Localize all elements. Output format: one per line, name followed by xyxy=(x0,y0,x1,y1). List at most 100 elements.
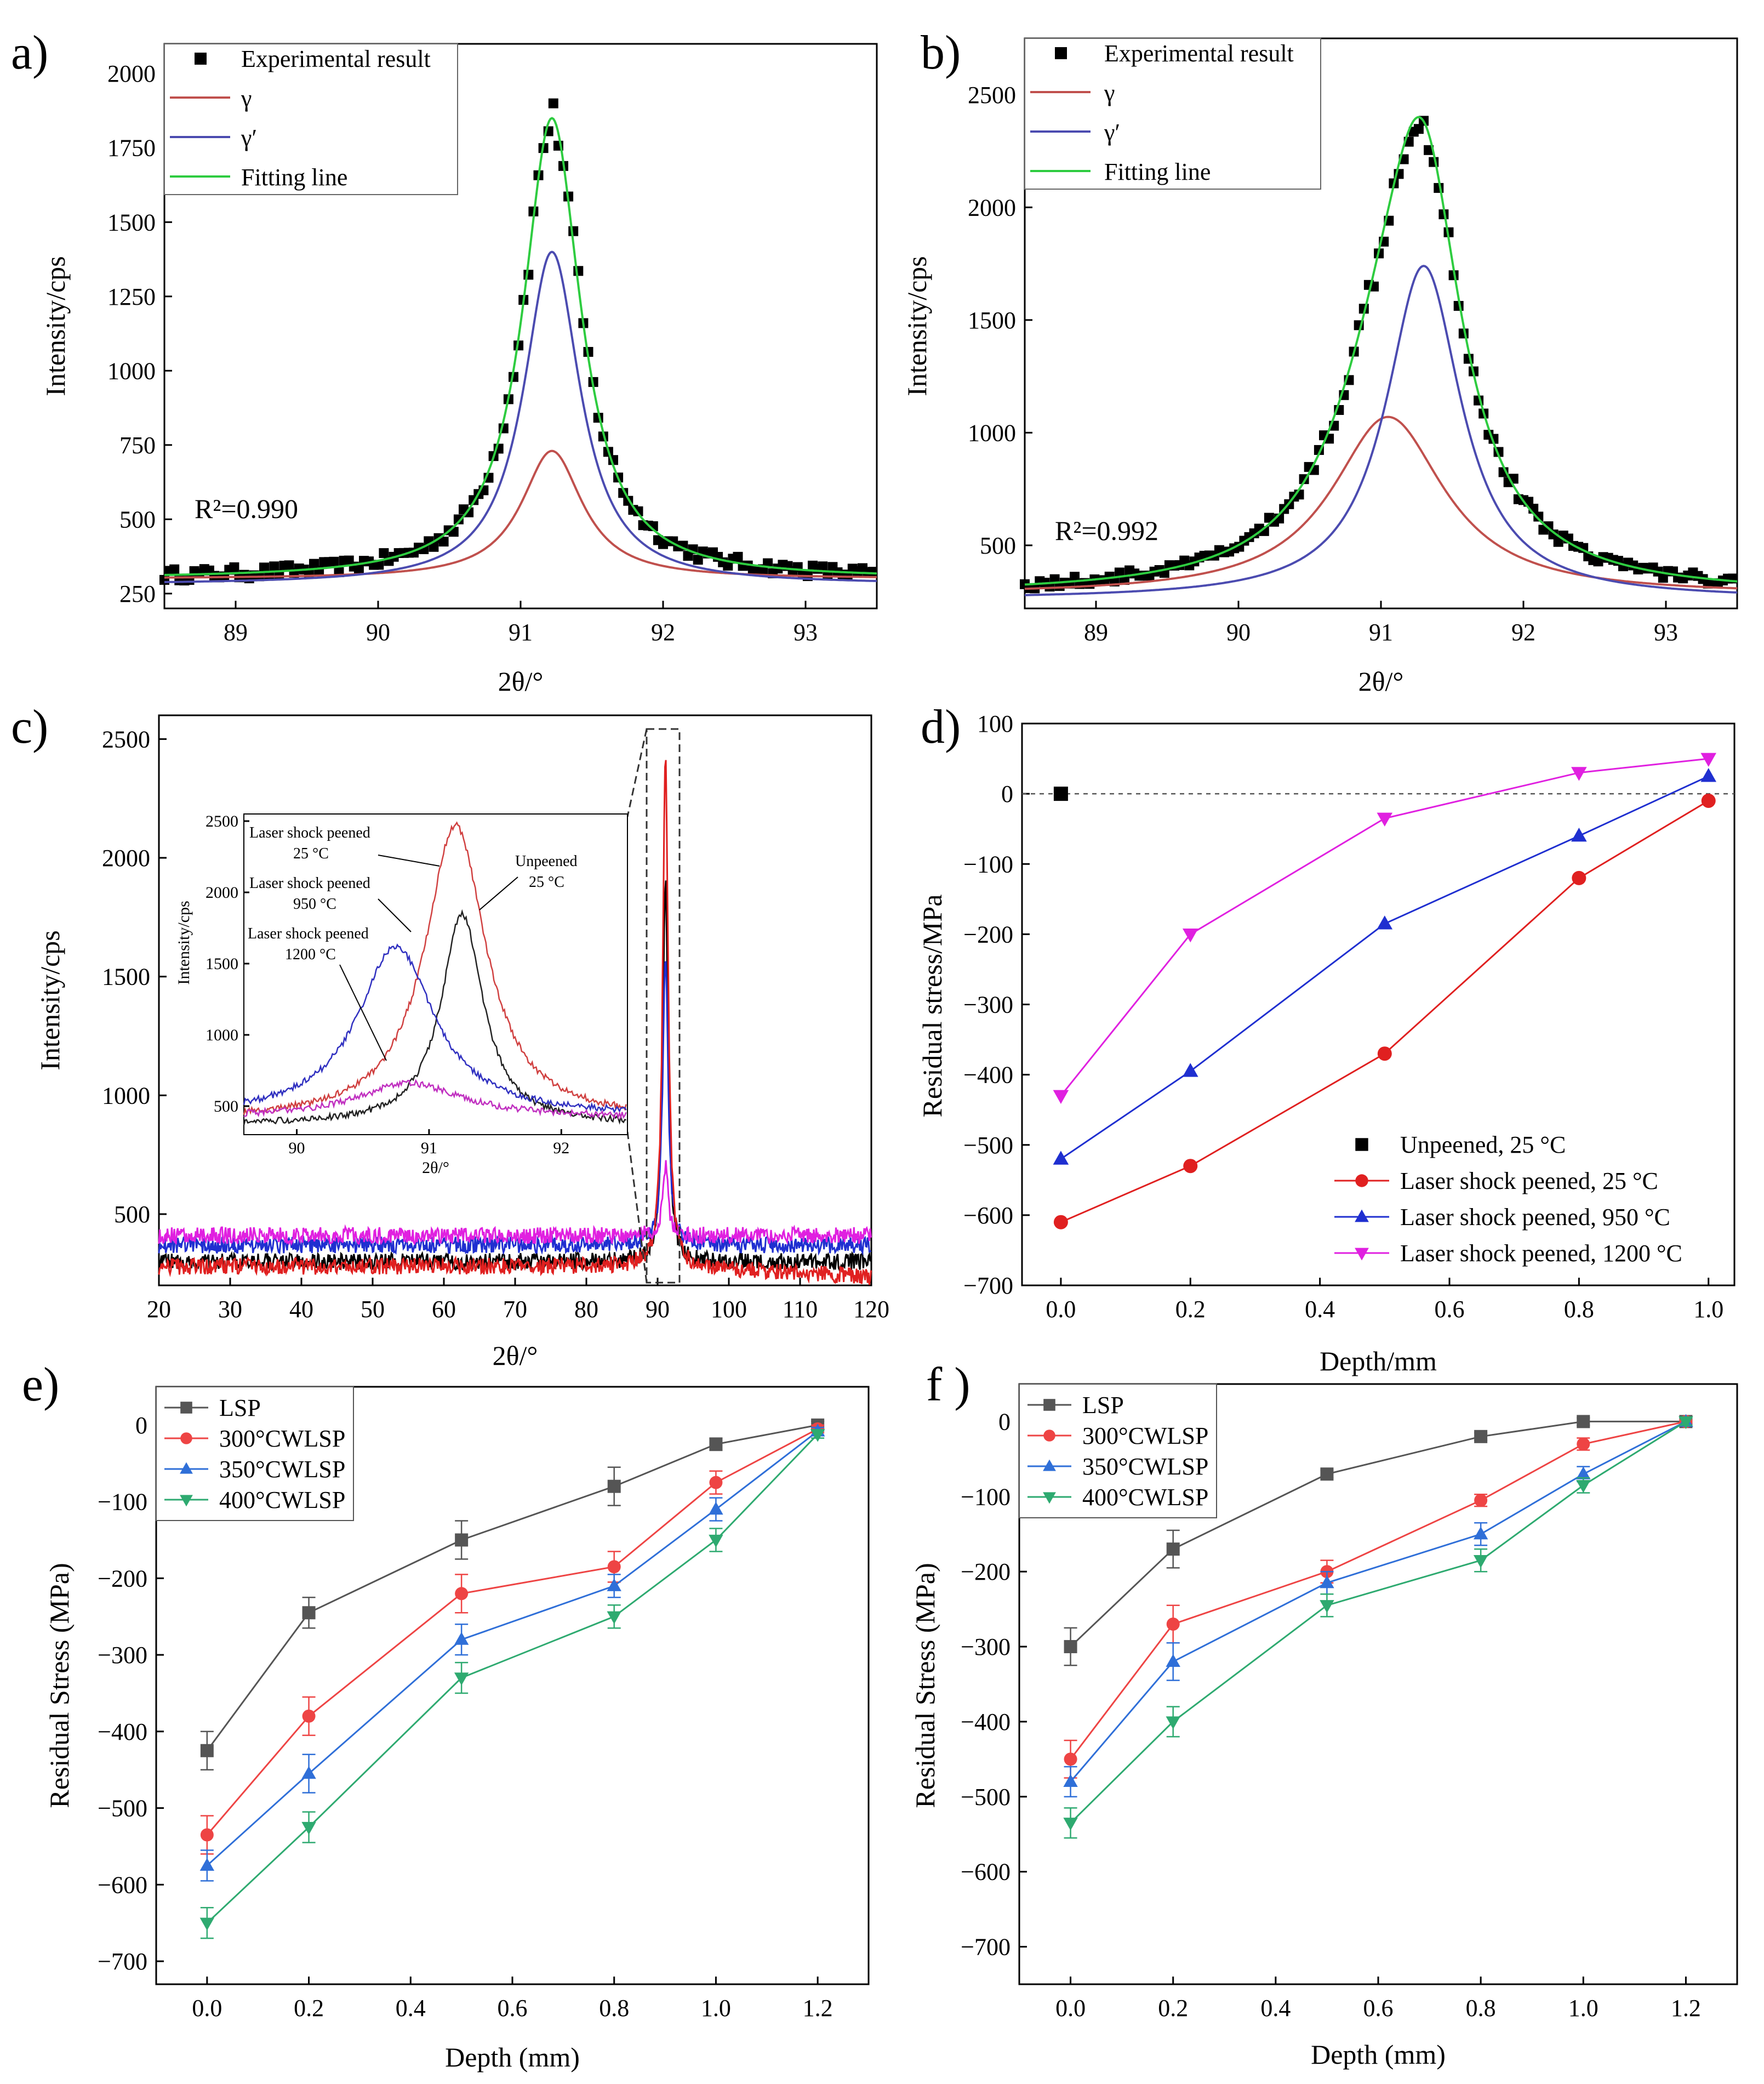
panel-f-point xyxy=(1474,1430,1488,1443)
panel-d-point xyxy=(1053,787,1068,801)
panel-f-ytick-label: 0 xyxy=(998,1408,1011,1435)
experimental-point xyxy=(229,562,239,572)
panel-f-point xyxy=(1064,1752,1077,1766)
experimental-point xyxy=(379,548,389,559)
panel-d-letter: d) xyxy=(921,701,961,754)
panel-d-point xyxy=(1571,767,1587,781)
panel-a-fit-curve xyxy=(164,117,877,576)
panel-d-ytick-label: −300 xyxy=(963,992,1013,1018)
legend-a-gamma: γ xyxy=(241,85,252,112)
panel-d-point xyxy=(1183,1159,1198,1174)
panel-a-ytick-label: 250 xyxy=(119,580,156,607)
panel-d-series-2 xyxy=(1053,793,1716,1229)
inset-label-lsp1200-line2: 1200 °C xyxy=(285,946,336,963)
panel-e-point xyxy=(200,1828,214,1842)
inset-ytick-label: 1500 xyxy=(205,955,238,973)
panel-b-ytick-label: 2500 xyxy=(968,82,1016,109)
panel-e-point xyxy=(302,1606,316,1620)
panel-b-gamma-prime-curve xyxy=(1025,265,1738,596)
panel-c-xtick-label: 20 xyxy=(147,1296,171,1323)
panel-b-xticks: 89 90 91 92 93 xyxy=(1084,601,1678,646)
panel-a-ytick-label: 2000 xyxy=(107,60,156,87)
panel-e-ytick-label: −700 xyxy=(98,1948,147,1975)
legend-b-gamma: γ xyxy=(1104,79,1115,106)
panel-f-legend-marker xyxy=(1043,1492,1056,1504)
experimental-point xyxy=(329,556,339,567)
panel-d-ytick-label: −700 xyxy=(963,1272,1013,1299)
panel-f-xtick-label: 1.0 xyxy=(1568,1995,1599,2022)
panel-d-point xyxy=(1182,1063,1198,1077)
panel-d-xtick-label: 0.8 xyxy=(1564,1296,1594,1323)
panel-f-point xyxy=(1166,1716,1180,1729)
panel-a-ytick-label: 1750 xyxy=(107,135,156,162)
panel-d-ylabel: Residual stress/MPa xyxy=(917,895,947,1118)
inset-lsp950-curve xyxy=(243,943,627,1114)
inset-ytick-label: 2500 xyxy=(205,812,238,830)
panel-e-point xyxy=(454,1632,469,1645)
panel-e: e) 0.0 0.2 0.4 0.6 0.8 1.0 1.2 0 −100 −200 −300 −4… xyxy=(22,1358,870,2072)
panel-b-yticks: 500 1000 1500 2000 2500 xyxy=(968,82,1032,559)
panel-b-xtick-label: 91 xyxy=(1369,619,1393,646)
panel-b-xtick-label: 92 xyxy=(1511,619,1535,646)
experimental-point xyxy=(1259,526,1269,536)
inset-unpeened-curve xyxy=(243,909,627,1125)
panel-e-point xyxy=(454,1672,469,1686)
panel-c: c) 20 30 40 50 60 70 80 90 100 110 120 500 1000 1500… xyxy=(11,701,889,1371)
panel-d-point xyxy=(1377,812,1393,827)
experimental-point xyxy=(269,561,279,572)
panel-b: b) 89 90 91 92 93 500 1000 1500 2000 2500 2θ/° I… xyxy=(901,26,1738,697)
inset-ytick-label: 1000 xyxy=(205,1026,238,1044)
panel-e-point xyxy=(455,1587,469,1601)
panel-d-point xyxy=(1377,1046,1392,1061)
inset-xtick-label: 91 xyxy=(421,1139,437,1157)
panel-e-xtick-label: 0.2 xyxy=(294,1995,324,2022)
panel-d-ytick-label: −200 xyxy=(963,921,1013,948)
panel-c-xticks: 20 30 40 50 60 70 80 90 100 110 120 xyxy=(147,1278,889,1323)
panel-f-ytick-label: −100 xyxy=(961,1483,1011,1510)
panel-c-zoom-connector-top xyxy=(626,728,648,817)
panel-a-ytick-label: 1500 xyxy=(107,209,156,236)
panel-f-point xyxy=(1576,1466,1591,1479)
panel-f-point xyxy=(1166,1618,1180,1631)
panel-d-xtick-label: 1.0 xyxy=(1693,1296,1723,1323)
panel-f-legend-marker xyxy=(1043,1459,1056,1471)
panel-e-xtick-label: 0.0 xyxy=(192,1995,222,2022)
panel-b-ytick-label: 1500 xyxy=(968,307,1016,334)
panel-e-xtick-label: 0.8 xyxy=(599,1995,629,2022)
panel-f-point xyxy=(1063,1818,1078,1831)
panel-e-legend-marker xyxy=(180,1495,193,1507)
experimental-point xyxy=(259,562,269,573)
panel-e-ytick-label: −100 xyxy=(98,1489,147,1516)
panel-e-ytick-label: −300 xyxy=(98,1642,147,1669)
experimental-point xyxy=(573,266,584,276)
panel-e-point xyxy=(455,1533,469,1547)
panel-e-series-4 xyxy=(199,1429,825,1939)
panel-d-ytick-label: 0 xyxy=(1001,781,1013,807)
inset-label-lsp25-line1: Laser shock peened xyxy=(249,824,370,841)
panel-a-letter: a) xyxy=(11,26,48,79)
panel-f-series-line xyxy=(1070,1421,1687,1783)
panel-f-xtick-label: 0.6 xyxy=(1363,1995,1394,2022)
experimental-point xyxy=(1424,145,1434,155)
panel-f-ytick-label: −400 xyxy=(961,1709,1011,1735)
panel-e-ytick-label: −400 xyxy=(98,1718,147,1745)
panel-e-legend-label: 400°CWLSP xyxy=(219,1487,345,1513)
panel-e-xlabel: Depth (mm) xyxy=(445,2042,580,2072)
legend-a-experimental: Experimental result xyxy=(241,45,431,72)
experimental-point xyxy=(453,514,464,525)
panel-d-yticks: 100 0 −100 −200 −300 −400 −500 −600 −700 xyxy=(963,710,1030,1299)
inset-yticks: 500 1000 1500 2000 2500 xyxy=(205,812,249,1115)
panel-d-ytick-label: −100 xyxy=(963,851,1013,878)
experimental-point xyxy=(374,560,384,570)
panel-c-ylabel: Intensity/cps xyxy=(35,930,65,1071)
panel-c-ytick-label: 1500 xyxy=(102,964,150,990)
panel-e-point xyxy=(810,1429,825,1442)
panel-d-ytick-label: −400 xyxy=(963,1062,1013,1089)
panel-d-legend: Unpeened, 25 °C Laser shock peened, 25 °C… xyxy=(1334,1131,1682,1267)
panel-f-xtick-label: 0.8 xyxy=(1466,1995,1496,2022)
experimental-point xyxy=(1548,529,1559,539)
panel-a-xlabel: 2θ/° xyxy=(498,666,544,697)
panel-d-point xyxy=(1700,753,1717,767)
inset-ylabel: Intensity/cps xyxy=(175,901,193,984)
